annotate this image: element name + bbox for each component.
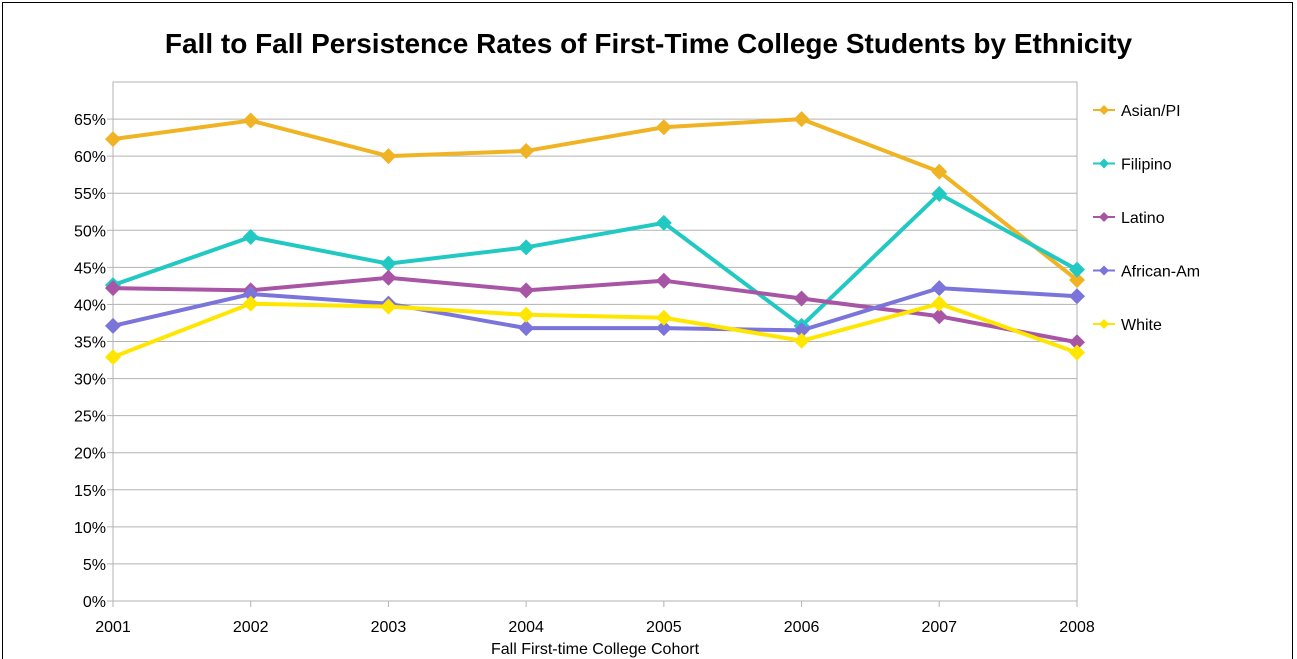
data-point — [1069, 261, 1085, 278]
x-tick-label: 2005 — [646, 619, 682, 636]
y-tick-label: 10% — [74, 520, 106, 537]
legend-label: Filipino — [1121, 157, 1172, 174]
series-line — [112, 191, 1078, 328]
data-point — [105, 280, 121, 297]
data-point — [518, 306, 535, 323]
legend-marker — [1099, 158, 1109, 169]
x-tick-label: 2001 — [95, 619, 131, 636]
data-point — [105, 349, 121, 366]
x-tick-label: 2006 — [784, 619, 820, 636]
series-line — [112, 286, 1078, 333]
x-tick-label: 2004 — [508, 619, 544, 636]
data-point — [793, 290, 810, 307]
data-point — [380, 255, 397, 272]
y-tick-label: 0% — [83, 594, 106, 611]
legend-marker — [1099, 105, 1109, 115]
y-tick-label: 25% — [74, 409, 106, 426]
data-point — [518, 282, 535, 299]
data-point — [1069, 334, 1085, 351]
data-point — [242, 112, 259, 129]
data-point — [931, 280, 948, 297]
data-point — [242, 295, 259, 312]
x-tick-label: 2003 — [371, 619, 407, 636]
x-tick-label: 2002 — [233, 619, 269, 636]
legend-marker — [1099, 212, 1109, 222]
data-point — [105, 317, 121, 334]
data-point — [1069, 271, 1085, 288]
data-point — [380, 269, 397, 286]
y-tick-label: 60% — [74, 149, 106, 166]
data-point — [655, 320, 672, 337]
data-point — [931, 308, 948, 325]
y-tick-label: 45% — [74, 260, 106, 277]
legend-label: Asian/PI — [1121, 103, 1181, 120]
y-tick-label: 50% — [74, 223, 106, 240]
x-axis-label: Fall First-time College Cohort — [491, 641, 700, 658]
data-point — [380, 148, 397, 165]
y-tick-label: 30% — [74, 372, 106, 389]
y-tick-label: 5% — [83, 557, 106, 574]
data-point — [655, 272, 672, 289]
y-tick-label: 15% — [74, 483, 106, 500]
data-point — [931, 163, 948, 180]
data-point — [380, 298, 397, 315]
chart-title: Fall to Fall Persistence Rates of First-… — [164, 28, 1133, 59]
legend-marker — [1099, 265, 1109, 276]
data-point — [655, 309, 672, 326]
series-line — [112, 275, 1078, 345]
x-tick-label: 2007 — [921, 619, 957, 636]
data-point — [931, 295, 948, 312]
data-point — [105, 131, 121, 148]
data-point — [655, 214, 672, 231]
y-tick-label: 35% — [74, 335, 106, 352]
legend-marker — [1099, 319, 1109, 329]
legend-label: Latino — [1121, 210, 1165, 227]
series-line — [112, 117, 1079, 282]
y-tick-label: 20% — [74, 446, 106, 463]
legend-label: African-Am — [1121, 264, 1200, 281]
data-point — [931, 185, 948, 202]
y-tick-label: 55% — [74, 186, 106, 203]
y-tick-label: 40% — [74, 297, 106, 314]
data-point — [518, 239, 535, 256]
legend-label: White — [1121, 317, 1162, 334]
x-tick-label: 2008 — [1059, 619, 1095, 636]
data-point — [518, 142, 535, 159]
data-point — [242, 286, 259, 303]
series-line — [112, 301, 1078, 359]
data-point — [793, 322, 810, 339]
data-point — [655, 119, 672, 136]
data-point — [793, 111, 810, 128]
data-point — [1069, 288, 1085, 305]
data-point — [518, 320, 535, 337]
y-tick-label: 65% — [74, 112, 106, 129]
data-point — [793, 332, 810, 349]
data-point — [1069, 344, 1085, 361]
data-point — [242, 228, 259, 245]
